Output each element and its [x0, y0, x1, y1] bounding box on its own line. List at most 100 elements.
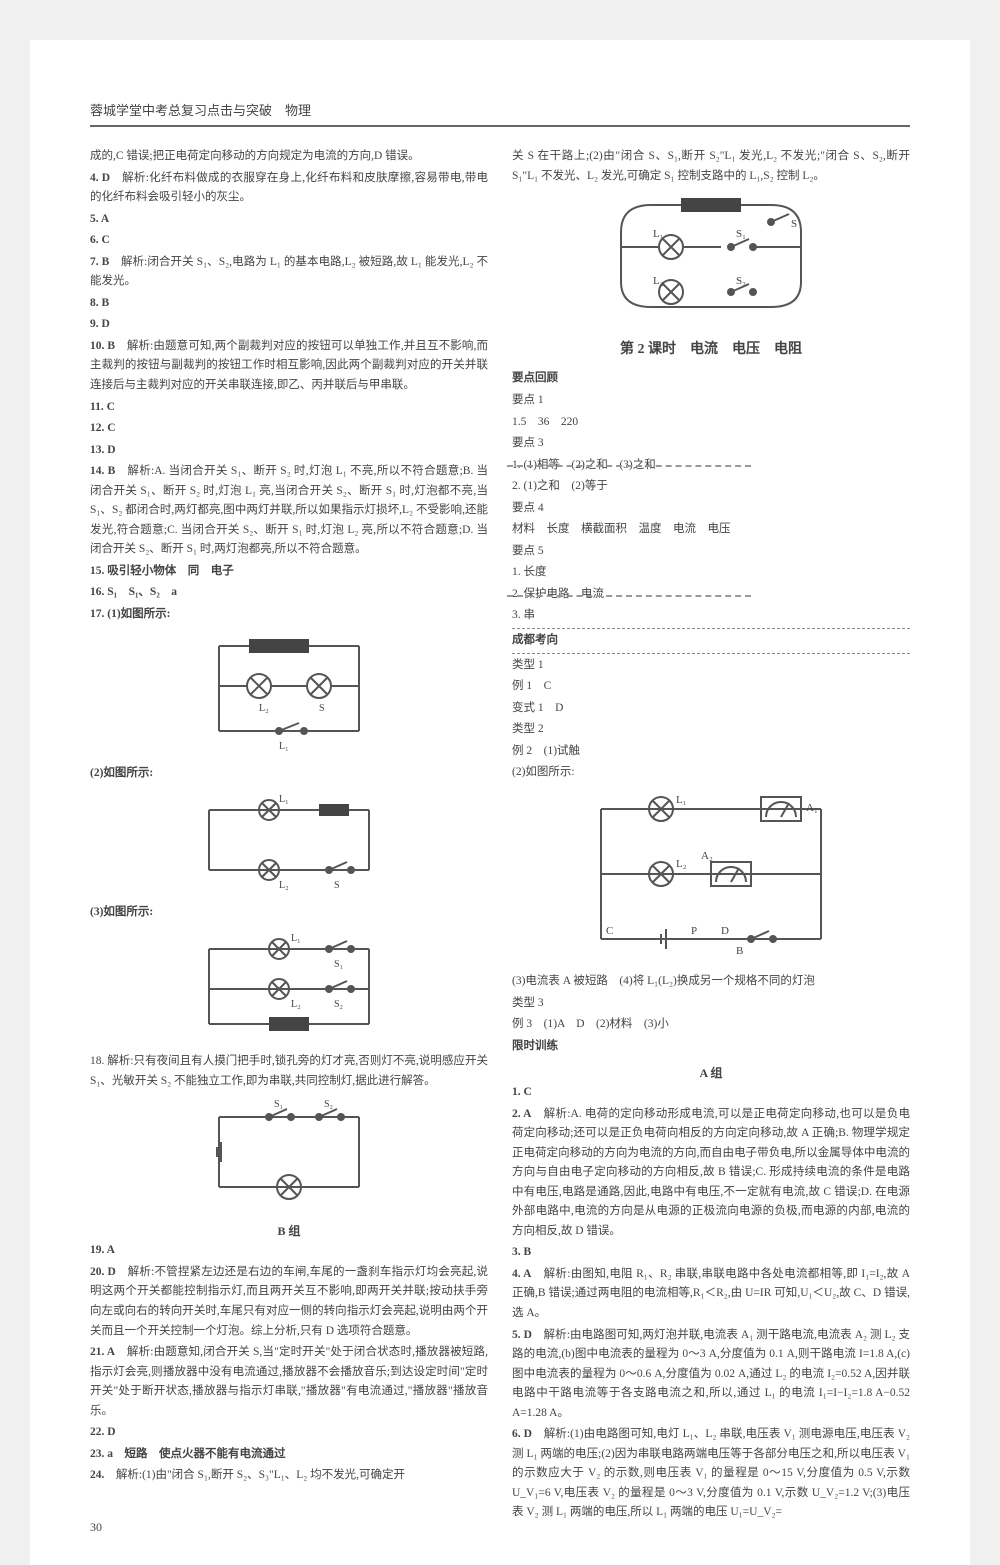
svg-text:L₂: L₂ [676, 858, 687, 870]
page-number: 30 [90, 1520, 102, 1535]
answer-7: 7. B [90, 256, 109, 268]
yd3-1: 1. (1)相等 (2)之和 (3)之和 [512, 456, 910, 476]
svg-text:S₁: S₁ [334, 959, 343, 970]
answer-20: 20. D [90, 1266, 116, 1278]
text: 解析:闭合开关 S₁、S₂,电路为 L₁ 的基本电路,L₂ 被短路,故 L₁ 能… [90, 256, 488, 288]
answer-19: 19. A [90, 1241, 488, 1261]
answer-17-1: 17. (1)如图所示: [90, 605, 488, 625]
answer-8: 8. B [90, 294, 488, 314]
b-answer-6: 6. D [512, 1428, 532, 1440]
two-column-layout: 成的,C 错误;把正电荷定向移动的方向规定为电流的方向,D 错误。 4. D 解… [90, 147, 910, 1525]
svg-text:L₁: L₁ [653, 228, 664, 240]
text: 解析:不管捏紧左边还是右边的车闸,车尾的一盏刹车指示灯均会亮起,说明这两个开关都… [90, 1266, 488, 1337]
section-cd: 成都考向 [512, 631, 910, 651]
answer-17-3: (3)如图所示: [90, 903, 488, 923]
example-2-3: (3)电流表 A 被短路 (4)将 L₁(L₂)换成另一个规格不同的灯泡 [512, 972, 910, 992]
answer-14: 14. B [90, 465, 115, 477]
divider-icon [512, 653, 910, 654]
example-2-2: (2)如图所示: [512, 763, 910, 783]
answer-15: 15. 吸引轻小物体 同 电子 [90, 562, 488, 582]
answer-10: 10. B [90, 340, 115, 352]
svg-text:S₂: S₂ [324, 1099, 333, 1110]
variant-1: 变式 1 D [512, 699, 910, 719]
circuit-figure-17-3: L₁ L₂ S₁ S₂ [90, 929, 488, 1047]
circuit-figure-17-1: L₂ S L₁ [90, 631, 488, 759]
circuit-figure-17-2: L₁ L₂ S [90, 790, 488, 898]
b-answer-5: 5. D [512, 1329, 532, 1341]
svg-text:A₂: A₂ [701, 850, 713, 862]
example-2-1: 例 2 (1)试触 [512, 742, 910, 762]
text: 成的,C 错误;把正电荷定向移动的方向规定为电流的方向,D 错误。 [90, 147, 488, 167]
answer-5: 5. A [90, 210, 488, 230]
svg-text:L₂: L₂ [259, 703, 269, 714]
yd5: 要点 5 [512, 542, 910, 562]
yd5-2: 2. 保护电路 电流 [512, 585, 910, 605]
answer-11: 11. C [90, 398, 488, 418]
section-yd-header: 要点回顾 [512, 369, 910, 389]
lesson-title: 第 2 课时 电流 电压 电阻 [512, 338, 910, 362]
answer-9: 9. D [90, 315, 488, 335]
svg-text:L₁: L₁ [279, 794, 289, 805]
answer-17-2: (2)如图所示: [90, 764, 488, 784]
yd4-values: 材料 长度 横截面积 温度 电流 电压 [512, 520, 910, 540]
svg-text:B: B [736, 945, 743, 957]
circuit-figure-18: S₁ S₂ [90, 1097, 488, 1215]
svg-text:S: S [791, 218, 797, 230]
answer-4: 4. D [90, 172, 110, 184]
type-3: 类型 3 [512, 994, 910, 1014]
answer-24: 24. [90, 1469, 104, 1481]
text: 解析:A. 电荷的定向移动形成电流,可以是正电荷定向移动,也可以是负电荷定向移动… [512, 1108, 910, 1237]
svg-text:L₂: L₂ [291, 999, 301, 1010]
text: 解析:由题意知,闭合开关 S,当"定时开关"处于闭合状态时,播放器被短路,指示灯… [90, 1346, 488, 1417]
page-container: 蓉城学堂中考总复习点击与突破 物理 成的,C 错误;把正电荷定向移动的方向规定为… [30, 40, 970, 1565]
circuit-figure-example-2: L₁ L₂ A₁ A₂ C P D B [512, 789, 910, 967]
svg-text:L₂: L₂ [279, 880, 289, 890]
group-b-header: B 组 [90, 1221, 488, 1241]
svg-text:L₁: L₁ [279, 741, 289, 751]
answer-21: 21. A [90, 1346, 115, 1358]
type-1: 类型 1 [512, 656, 910, 676]
yd5-1: 1. 长度 [512, 563, 910, 583]
b-answer-4: 4. A [512, 1268, 531, 1280]
right-column: 关 S 在干路上;(2)由"闭合 S、S₁,断开 S₂"L₁ 发光,L₂ 不发光… [512, 147, 910, 1525]
answer-22: 22. D [90, 1423, 488, 1443]
answer-6: 6. C [90, 231, 488, 251]
text: 解析:A. 当闭合开关 S₁、断开 S₂ 时,灯泡 L₁ 不亮,所以不符合题意;… [90, 465, 488, 555]
example-1: 例 1 C [512, 677, 910, 697]
svg-text:S₁: S₁ [274, 1099, 283, 1110]
answer-12: 12. C [90, 419, 488, 439]
yd5-3: 3. 串 [512, 606, 910, 626]
text: 解析:化纤布料做成的衣服穿在身上,化纤布料和皮肤摩擦,容易带电,带电的化纤布料会… [90, 172, 488, 204]
svg-text:L₁: L₁ [291, 933, 301, 944]
yd3: 要点 3 [512, 434, 910, 454]
svg-text:S: S [319, 703, 325, 714]
yd4: 要点 4 [512, 499, 910, 519]
svg-text:P: P [691, 925, 697, 937]
svg-text:S: S [334, 880, 340, 890]
left-column: 成的,C 错误;把正电荷定向移动的方向规定为电流的方向,D 错误。 4. D 解… [90, 147, 488, 1525]
svg-text:L₂: L₂ [653, 275, 664, 287]
yd3-2: 2. (1)之和 (2)等于 [512, 477, 910, 497]
svg-text:S₁: S₁ [736, 228, 746, 240]
answer-18: 18. 解析:只有夜间且有人摸门把手时,锁孔旁的灯才亮,否则灯不亮,说明感应开关… [90, 1052, 488, 1091]
svg-text:A₁: A₁ [806, 802, 818, 814]
text: 解析:由电路图可知,两灯泡并联,电流表 A₁ 测干路电流,电流表 A₂ 测 L₂… [512, 1329, 910, 1419]
example-3: 例 3 (1)A D (2)材料 (3)小 [512, 1015, 910, 1035]
svg-text:C: C [606, 925, 613, 937]
svg-text:S₂: S₂ [736, 275, 746, 287]
text: 解析:(1)由"闭合 S₁,断开 S₂、S₃"L₁、L₂ 均不发光,可确定开 [116, 1469, 405, 1481]
text: 关 S 在干路上;(2)由"闭合 S、S₁,断开 S₂"L₁ 发光,L₂ 不发光… [512, 147, 910, 186]
b-answer-3: 3. B [512, 1243, 910, 1263]
text: 解析:由图知,电阻 R₁、R₂ 串联,串联电路中各处电流都相等,即 I₁=I₂,… [512, 1268, 910, 1319]
divider-icon [512, 628, 910, 629]
b-answer-2: 2. A [512, 1108, 532, 1120]
svg-text:D: D [721, 925, 729, 937]
yd1-values: 1.5 36 220 [512, 413, 910, 433]
circuit-figure-top-right: L₁ L₂ S₁ S₂ S [512, 192, 910, 330]
yd1: 要点 1 [512, 391, 910, 411]
group-a-header: A 组 [512, 1063, 910, 1083]
page-header: 蓉城学堂中考总复习点击与突破 物理 [90, 100, 910, 127]
answer-16: 16. S₁ S₁、S₂ a [90, 583, 488, 603]
answer-23: 23. a 短路 使点火器不能有电流通过 [90, 1445, 488, 1465]
text: 解析:由题意可知,两个副裁判对应的按钮可以单独工作,并且互不影响,而主裁判的按钮… [90, 340, 488, 391]
